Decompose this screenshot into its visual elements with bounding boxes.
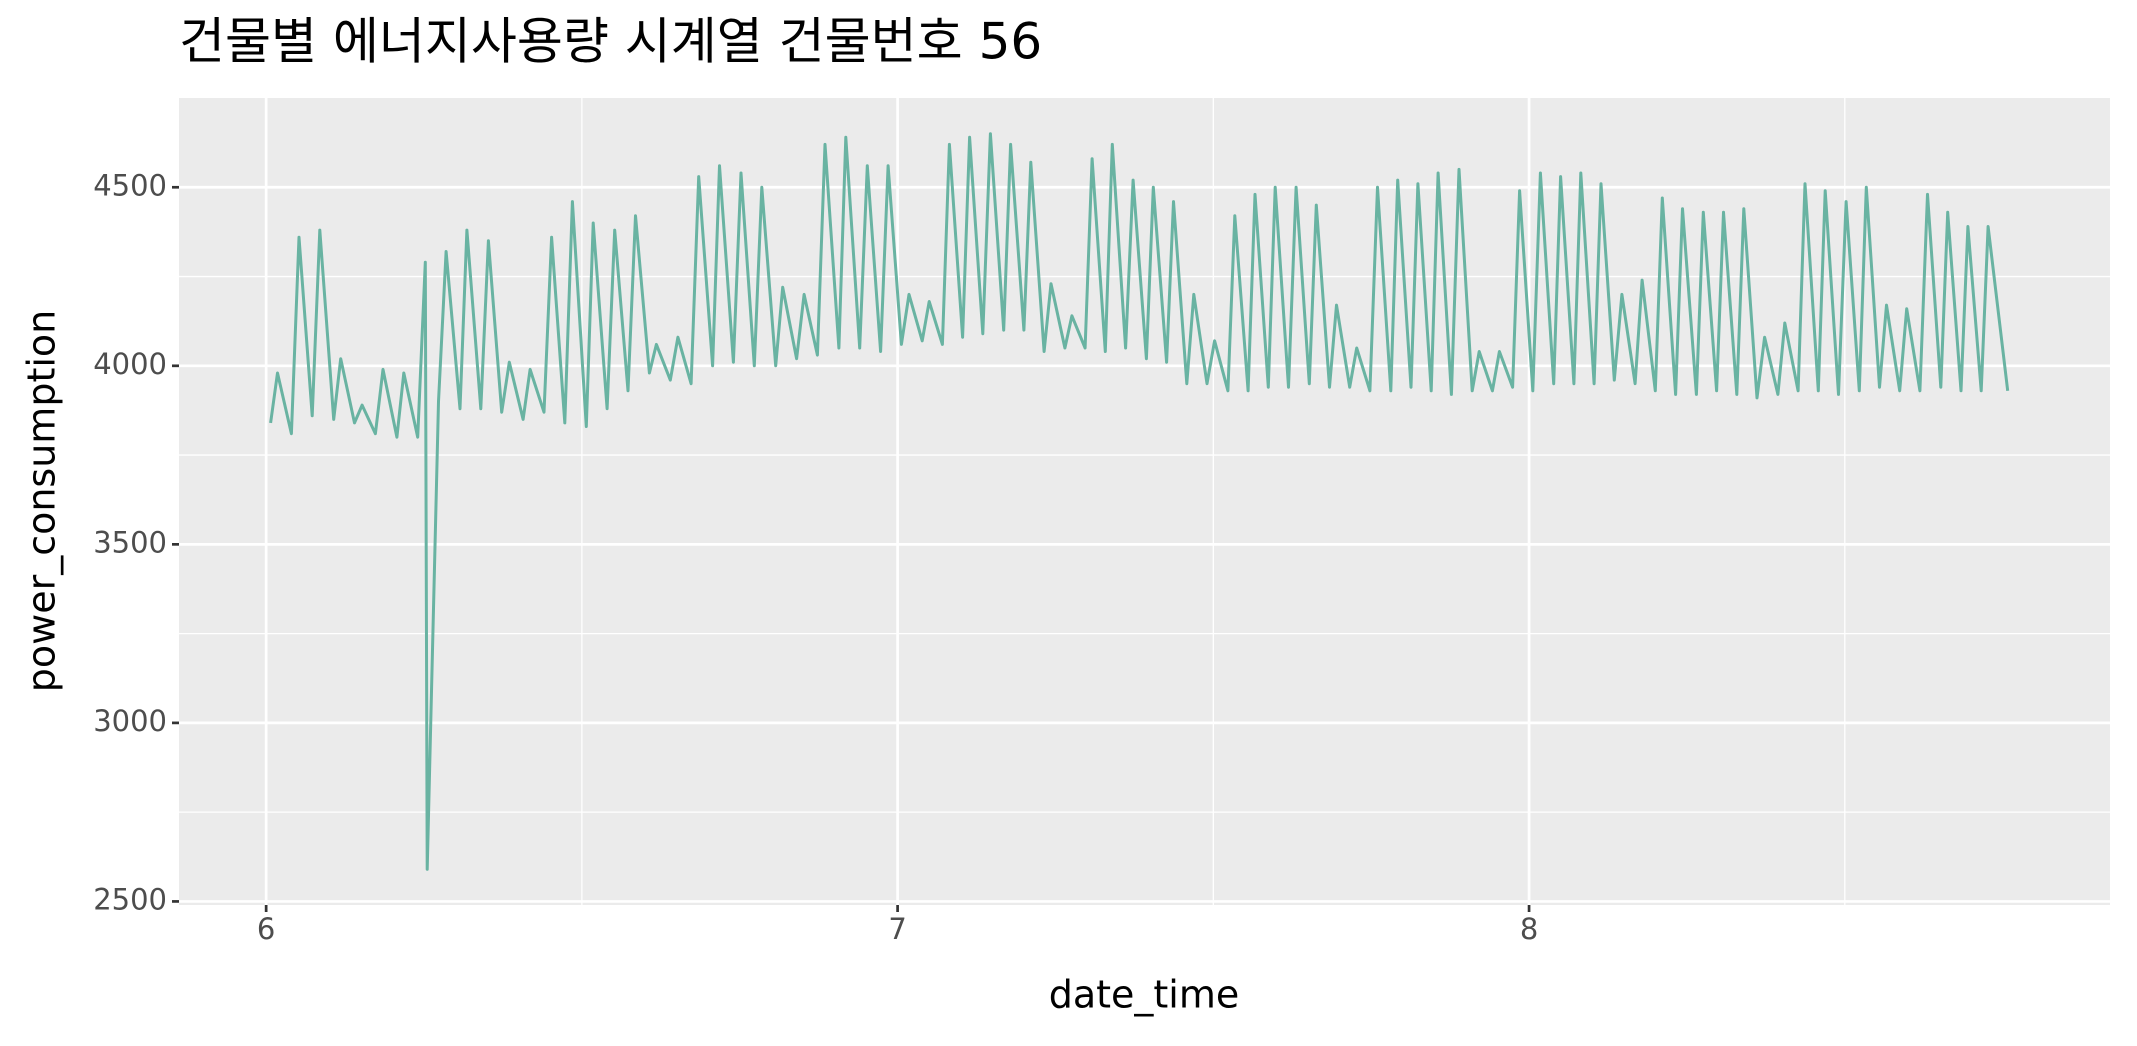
y-tick-label: 2500 xyxy=(93,882,167,916)
x-tick-label: 7 xyxy=(888,912,906,946)
y-tick-label: 3000 xyxy=(93,704,167,738)
data-line xyxy=(269,132,2010,871)
chart-title: 건물별 에너지사용량 시계열 건물번호 56 xyxy=(179,13,1042,71)
plot-panel xyxy=(179,98,2110,905)
y-tick-label: 3500 xyxy=(93,525,167,559)
y-axis-title: power_consumption xyxy=(20,310,64,693)
x-tick-label: 8 xyxy=(1520,912,1538,946)
x-tick-label: 6 xyxy=(257,912,275,946)
x-axis-title: date_time xyxy=(1049,973,1240,1017)
y-tick-label: 4500 xyxy=(93,168,167,202)
y-tick-label: 4000 xyxy=(93,347,167,381)
